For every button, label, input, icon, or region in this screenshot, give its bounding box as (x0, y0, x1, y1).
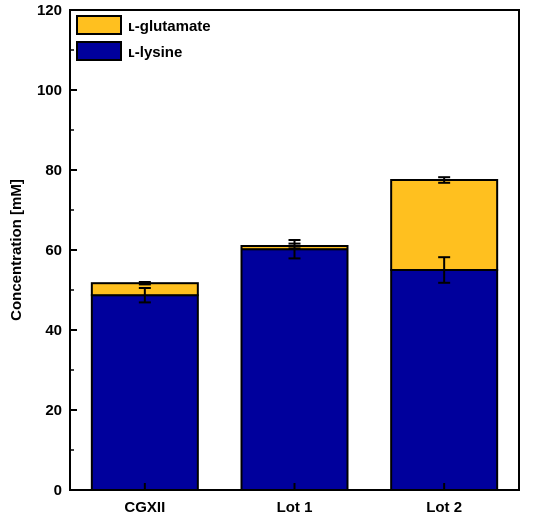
bar-segment (390, 269, 499, 491)
legend: ʟ-glutamate ʟ-lysine (76, 15, 211, 61)
error-bar (438, 256, 451, 284)
x-category-label: CGXII (124, 499, 165, 516)
error-bar (438, 176, 451, 184)
legend-swatch (76, 41, 122, 61)
legend-label: ʟ-glutamate (128, 18, 211, 35)
x-axis: CGXII Lot 1 Lot 2 (124, 483, 462, 516)
x-category-label: Lot 2 (426, 499, 462, 516)
legend-item: ʟ-lysine (76, 41, 182, 61)
error-bar (138, 287, 151, 304)
y-tick-label: 80 (45, 162, 62, 179)
bar-segment (390, 179, 499, 271)
y-axis: 0 20 40 60 80 100 120 (37, 2, 77, 499)
bar-segment (90, 294, 199, 492)
error-bar (138, 281, 151, 286)
x-category-label: Lot 1 (277, 499, 313, 516)
y-tick-label: 60 (45, 242, 62, 259)
y-tick-label: 40 (45, 322, 62, 339)
bar-segment (240, 248, 349, 491)
y-axis-label: Concentration [mM] (8, 179, 25, 321)
legend-item: ʟ-glutamate (76, 15, 211, 35)
error-bars-layer (138, 176, 451, 304)
error-bar (288, 242, 301, 250)
y-tick-label: 20 (45, 402, 62, 419)
legend-label: ʟ-lysine (128, 44, 182, 61)
y-tick-label: 100 (37, 82, 62, 99)
bars-layer (90, 179, 499, 492)
y-tick-label: 120 (37, 2, 62, 19)
legend-swatch (76, 15, 122, 35)
y-tick-label: 0 (54, 482, 62, 499)
